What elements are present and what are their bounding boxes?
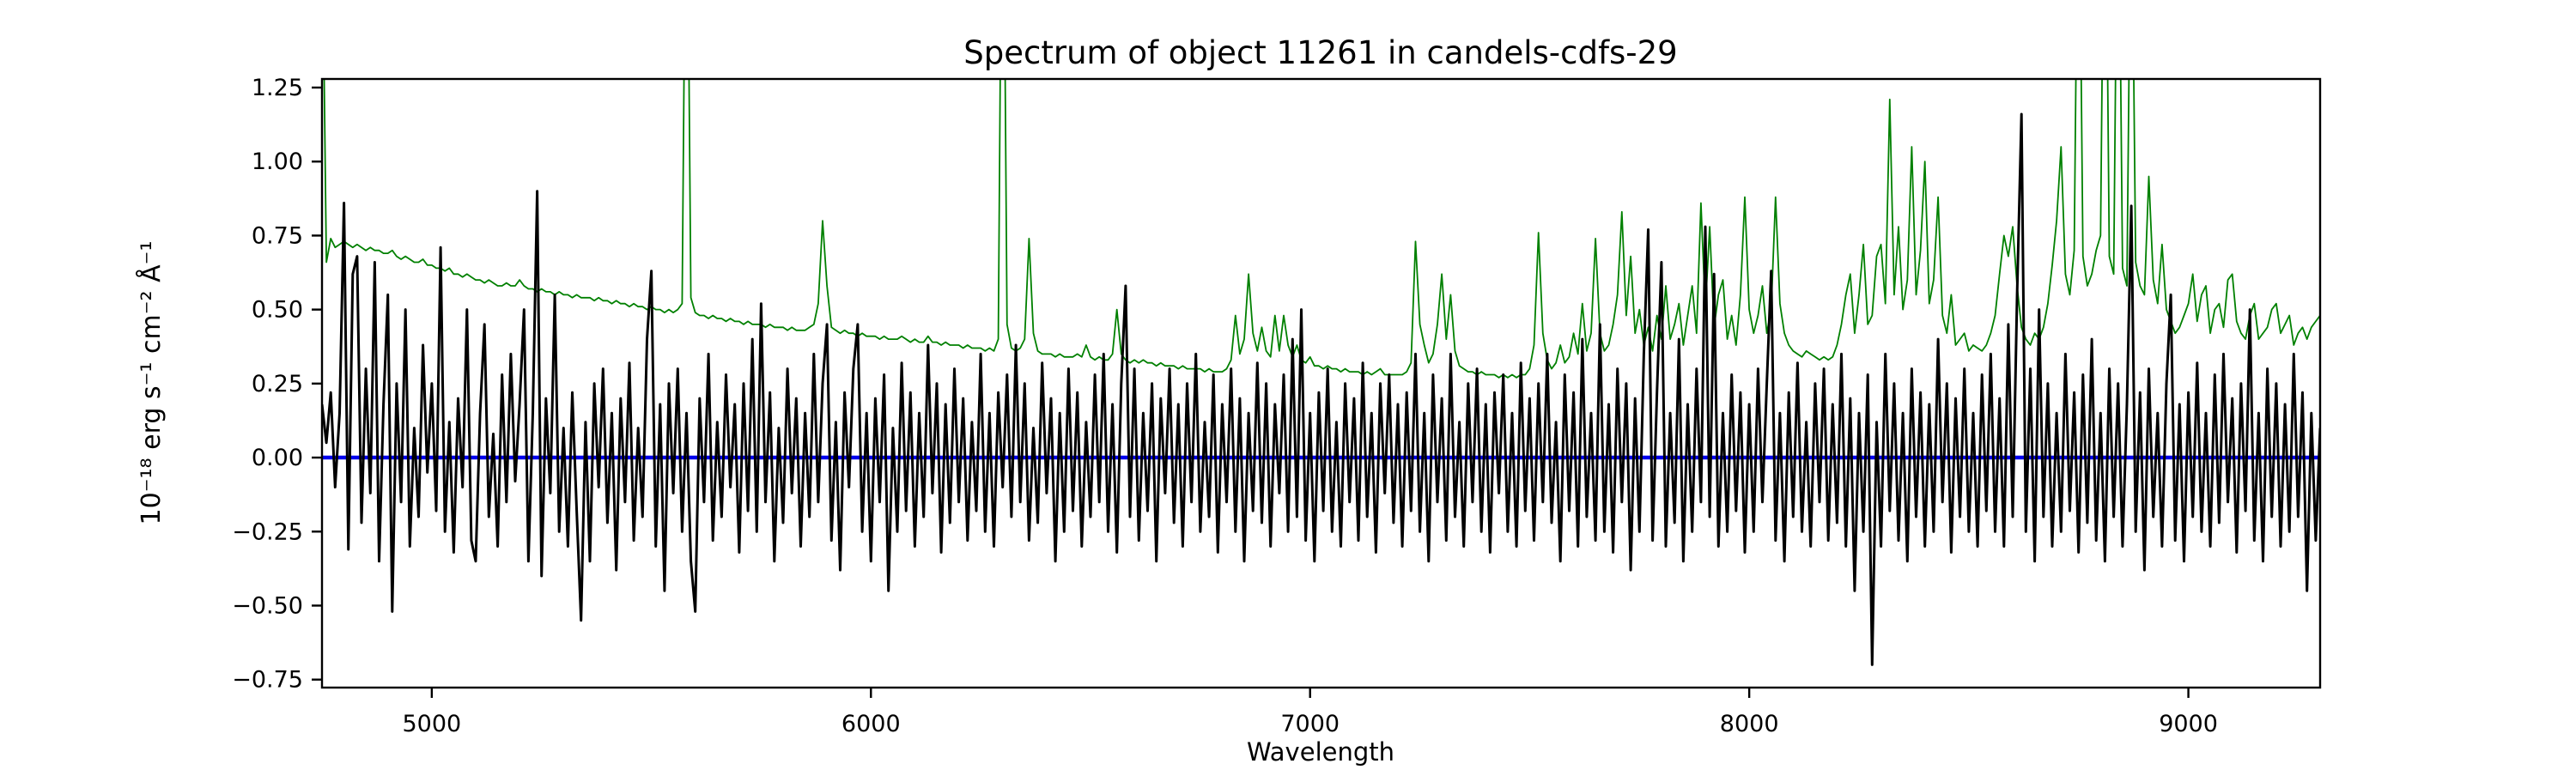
y-tick-label: 0.50: [252, 297, 303, 324]
y-tick-label: 0.25: [252, 371, 303, 397]
x-tick-label: 5000: [402, 711, 461, 737]
plot-area: [322, 79, 2320, 666]
y-tick-label: 0.00: [252, 445, 303, 471]
y-tick-label: 0.75: [252, 222, 303, 249]
x-tick-label: 7000: [1280, 711, 1340, 737]
x-tick-label: 9000: [2159, 711, 2218, 737]
y-tick-label: 1.25: [252, 75, 303, 101]
axis-ticks: 5000 6000 7000 8000 9000 −0.75 −0.50 −0.25 0.00 0…: [232, 75, 2218, 737]
flux-line: [322, 112, 2320, 666]
x-tick-label: 8000: [1720, 711, 1779, 737]
x-tick-label: 6000: [841, 711, 901, 737]
x-axis-label: Wavelength: [1247, 737, 1394, 767]
y-tick-label: −0.75: [232, 667, 303, 694]
noise-line: [323, 79, 2320, 379]
y-tick-label: −0.50: [232, 592, 303, 619]
chart-title: Spectrum of object 11261 in candels-cdfs…: [963, 34, 1677, 71]
y-tick-label: 1.00: [252, 149, 303, 175]
y-axis-label: 10⁻¹⁸ erg s⁻¹ cm⁻² Å⁻¹: [136, 241, 167, 525]
y-tick-label: −0.25: [232, 518, 303, 545]
